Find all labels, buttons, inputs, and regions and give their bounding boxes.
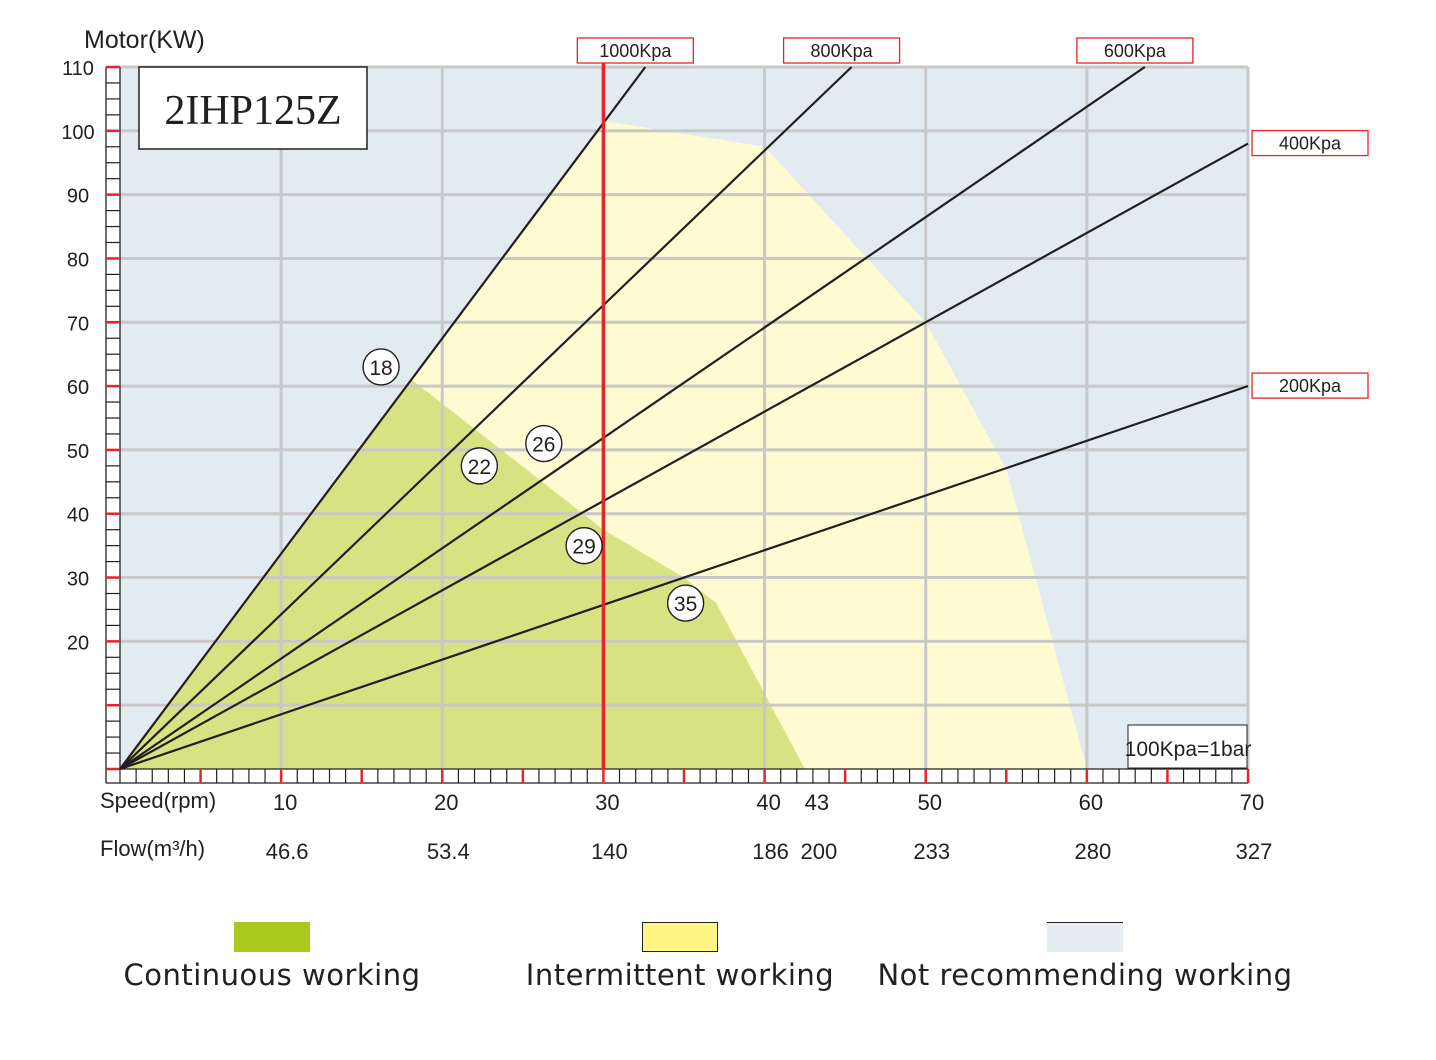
series-label-box [782, 37, 901, 64]
series-line [119, 66, 853, 770]
circle-label-text: 29 [572, 536, 595, 559]
circle-label: 29 [565, 526, 603, 565]
circle-labels: 18 22 26 29 35 [362, 348, 705, 622]
speed-axis-title: Speed(rpm) [100, 788, 216, 813]
series-label: 400Kpa [1251, 129, 1369, 157]
speed-tick-label: 50 [917, 790, 941, 815]
series-label-box [1251, 129, 1369, 157]
legend-not-recommended: Not recommending working [875, 922, 1295, 992]
series-line [119, 385, 1249, 771]
circle-label: 26 [525, 424, 563, 463]
speed-tick-label: 20 [434, 790, 458, 815]
y-tick-label: 40 [67, 505, 89, 527]
y-tick-label: 60 [67, 377, 89, 399]
model-label-box: 2IHP125Z [138, 66, 368, 150]
flow-axis-title: Flow(m³/h) [100, 836, 205, 861]
legend-label-intermittent: Intermittent working [525, 958, 835, 992]
speed-tick-label: 43 [805, 790, 829, 815]
model-label: 2IHP125Z [164, 88, 341, 134]
circle-label-ring [666, 584, 705, 622]
series-label-text: 400Kpa [1279, 134, 1342, 154]
series-label-box [1251, 372, 1369, 399]
flow-tick-label: 327 [1236, 839, 1273, 864]
series-label: 600Kpa [1076, 37, 1194, 64]
series-label-text: 600Kpa [1104, 41, 1167, 61]
flow-tick-label: 233 [913, 839, 950, 864]
continuous-area [120, 379, 805, 769]
y-tick-label: 110 [62, 58, 94, 80]
legend-swatch-continuous [234, 922, 310, 952]
circle-label-ring [362, 348, 400, 386]
circle-label: 18 [362, 348, 400, 386]
circle-label-text: 22 [468, 456, 491, 479]
y-tick-label: 80 [67, 249, 89, 271]
circle-label-text: 35 [674, 593, 697, 616]
unit-note: 100Kpa=1bar [1125, 724, 1252, 769]
y-tick-labels: 110 100 90 80 70 60 50 40 30 20 [61, 58, 94, 654]
series-label: 1000Kpa [576, 37, 694, 64]
series-label-text: 800Kpa [811, 41, 874, 61]
series-label-box [576, 37, 694, 64]
series-line [119, 66, 1146, 770]
series-label-text: 1000Kpa [599, 41, 672, 61]
circle-label-ring [565, 526, 603, 565]
circle-label-text: 26 [532, 434, 555, 457]
legend-continuous: Continuous working [62, 922, 482, 992]
speed-tick-label: 60 [1079, 790, 1103, 815]
x-tick-labels: 10 20 30 40 43 50 60 70 46.6 53.4 140 186 200 233 280 3… [266, 790, 1273, 864]
speed-tick-label: 70 [1240, 790, 1264, 815]
speed-tick-label: 40 [756, 790, 780, 815]
flow-tick-label: 200 [801, 839, 838, 864]
pressure-lines [119, 66, 1249, 771]
legend-intermittent: Intermittent working [470, 922, 890, 992]
flow-tick-label: 140 [591, 839, 628, 864]
y-axis-title: Motor(KW) [84, 26, 205, 54]
circle-label-ring [525, 424, 563, 463]
series-label: 800Kpa [782, 37, 901, 64]
circle-label-ring [460, 447, 499, 485]
y-tick-label: 20 [67, 632, 89, 654]
y-tick-label: 50 [67, 441, 89, 463]
axis-ticks [105, 65, 1250, 784]
y-tick-label: 70 [67, 313, 89, 335]
series-line [119, 66, 647, 770]
series-line [119, 142, 1249, 770]
legend-label-continuous: Continuous working [123, 958, 421, 992]
series-label-text: 200Kpa [1279, 376, 1342, 396]
flow-tick-label: 186 [752, 839, 789, 864]
series-label: 200Kpa [1251, 372, 1369, 399]
flow-tick-label: 53.4 [427, 839, 470, 864]
legend-swatch-intermittent [642, 922, 718, 952]
circle-label: 22 [460, 447, 499, 485]
y-tick-label: 90 [67, 186, 89, 208]
legend-label-not-recommended: Not recommending working [877, 958, 1293, 992]
speed-tick-label: 30 [595, 790, 619, 815]
flow-tick-label: 280 [1074, 839, 1111, 864]
y-tick-label: 30 [67, 569, 89, 591]
unit-note-text: 100Kpa=1bar [1125, 738, 1252, 761]
circle-label: 35 [666, 584, 705, 622]
pressure-labels: 1000Kpa 800Kpa 600Kpa 400Kpa 200Kpa [576, 37, 1369, 399]
speed-tick-label: 10 [273, 790, 297, 815]
legend-swatch-not-recommended [1047, 922, 1123, 952]
y-tick-label: 100 [61, 122, 94, 144]
series-label-box [1076, 37, 1194, 64]
circle-label-text: 18 [369, 357, 392, 380]
chart: 18 22 26 29 35 2IHP125Z Motor(KW) 110 100 90 80… [61, 26, 1369, 864]
flow-tick-label: 46.6 [266, 839, 309, 864]
